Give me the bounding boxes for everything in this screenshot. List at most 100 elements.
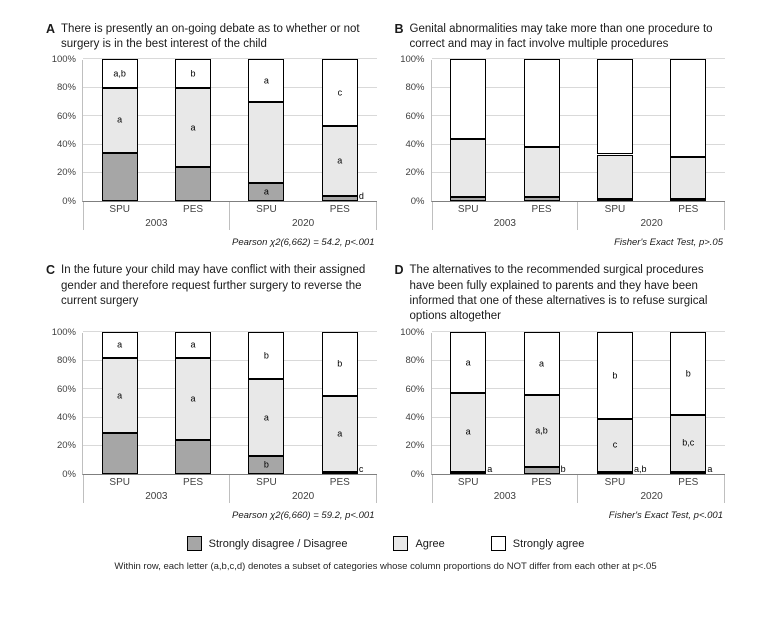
panel-d-title: The alternatives to the recommended surg…	[409, 264, 708, 322]
panel-c-header: C In the future your child may have conf…	[46, 263, 377, 325]
bar-segment: b	[248, 332, 285, 380]
category-label: PES	[183, 204, 204, 216]
panel-a-title: There is presently an on-going debate as…	[61, 23, 360, 51]
panel-b: B Genital abnormalities may take more th…	[395, 22, 725, 249]
subset-letter: a	[539, 358, 545, 369]
bar-segment	[321, 195, 358, 202]
plot-row: 0% 20% 40% 60% 80% 100% a a a b a,b a a,b c b a b,c b	[395, 328, 725, 479]
panel-d-stat-caption: Fisher's Exact Test, p<.001	[608, 510, 723, 522]
y-tick-label: 80%	[56, 355, 76, 367]
y-tick-label: 20%	[405, 440, 425, 452]
category-label: PES	[183, 477, 204, 489]
x-axis: SPU PES SPU PES 2003 2020	[431, 202, 725, 232]
plot-row: 0% 20% 40% 60% 80% 100% a a a a b a b c a b	[46, 328, 377, 479]
stacked-bar	[596, 59, 633, 202]
panel-c-title: In the future your child may have confli…	[61, 264, 366, 307]
subset-letter-outside: a	[707, 464, 713, 475]
gridline	[83, 388, 377, 390]
bar-segment: b	[596, 332, 633, 419]
category-label: SPU	[457, 477, 479, 489]
bar-segment	[248, 101, 285, 183]
y-tick-label: 60%	[56, 383, 76, 395]
subset-letter: b	[685, 368, 691, 379]
legend-label-agree: Agree	[415, 537, 445, 550]
group-label: 2020	[292, 491, 315, 503]
stacked-bar: a,b a	[523, 332, 560, 475]
legend-item-strongly-agree: Strongly agree	[490, 536, 585, 552]
subset-letter: b	[337, 358, 343, 369]
plot-area	[430, 58, 725, 203]
bar-segment	[101, 153, 138, 202]
bar-segment	[450, 138, 487, 198]
y-axis: 0% 20% 40% 60% 80% 100%	[46, 328, 82, 479]
subset-letter-outside: a,b	[633, 464, 647, 475]
legend: Strongly disagree / Disagree Agree Stron…	[46, 536, 725, 552]
panel-b-title: Genital abnormalities may take more than…	[409, 23, 713, 51]
panel-b-stat-caption: Fisher's Exact Test, p>.05	[614, 237, 723, 249]
bar-segment	[523, 59, 560, 148]
bar-segment	[175, 167, 212, 202]
bar-segment	[523, 147, 560, 198]
bar-segment	[101, 433, 138, 475]
bar-segment: a,b	[523, 394, 560, 468]
axis-separator	[228, 202, 230, 231]
gridline	[83, 359, 377, 361]
bar-segment	[523, 197, 560, 202]
gridline	[83, 115, 377, 117]
subset-letter: a	[190, 122, 196, 132]
bar-segment	[670, 471, 707, 475]
gridline	[431, 331, 725, 333]
group-label: 2020	[640, 491, 663, 503]
bar-segment: b	[321, 332, 358, 397]
axis-separator	[724, 202, 725, 231]
bar-segment	[523, 467, 560, 475]
subset-letter-outside: d	[358, 191, 364, 202]
bar-segment: b	[248, 455, 285, 475]
gridline	[431, 416, 725, 418]
category-label: SPU	[256, 477, 277, 489]
legend-swatch-strongly-disagree	[186, 536, 202, 552]
bar-segment: a	[321, 126, 358, 196]
bar-segment: c	[321, 59, 358, 127]
y-tick-label: 40%	[56, 139, 76, 151]
subset-letter: b	[263, 350, 269, 361]
bar-segment	[175, 440, 212, 475]
legend-label-strongly-agree: Strongly agree	[512, 537, 585, 550]
subset-letter: b,c	[682, 437, 695, 448]
gridline	[431, 388, 725, 390]
x-axis: SPU PES SPU PES 2003 2020	[83, 202, 377, 232]
legend-label-strongly-disagree: Strongly disagree / Disagree	[208, 537, 348, 550]
subset-letter: c	[612, 439, 618, 450]
bar-segment: a	[450, 332, 487, 394]
group-label: 2020	[640, 218, 663, 230]
y-axis: 0% 20% 40% 60% 80% 100%	[395, 328, 431, 479]
y-tick-label: 20%	[56, 167, 76, 179]
bar-segment	[450, 197, 487, 202]
y-tick-label: 60%	[56, 110, 76, 122]
y-tick-label: 0%	[410, 195, 425, 207]
bar-segment: a	[248, 59, 285, 102]
gridline	[83, 58, 377, 60]
legend-item-strongly-disagree: Strongly disagree / Disagree	[186, 536, 348, 552]
gridline	[431, 171, 725, 173]
y-axis: 0% 20% 40% 60% 80% 100%	[395, 55, 431, 206]
panel-d: D The alternatives to the recommended su…	[395, 263, 725, 522]
stacked-bar: b,c b	[670, 332, 707, 475]
chart-a: 0% 20% 40% 60% 80% 100% a a,b a b a a d a c SPU PES SPU PE…	[46, 55, 377, 232]
axis-separator	[431, 475, 433, 504]
y-tick-label: 0%	[62, 468, 76, 480]
group-label: 2003	[145, 218, 168, 230]
category-label: PES	[531, 204, 552, 216]
y-tick-label: 80%	[56, 82, 76, 94]
y-tick-label: 100%	[51, 326, 76, 338]
panel-a-stat-caption: Pearson χ2(6,662) = 54.2, p<.001	[231, 237, 375, 249]
bar-segment	[670, 198, 707, 202]
bar-segment: b	[175, 59, 212, 88]
bar-segment	[450, 59, 487, 139]
subset-letter: a	[263, 412, 269, 423]
x-axis: SPU PES SPU PES 2003 2020	[83, 475, 377, 505]
bar-segment: a	[248, 379, 285, 456]
subset-letter: a	[117, 339, 123, 350]
